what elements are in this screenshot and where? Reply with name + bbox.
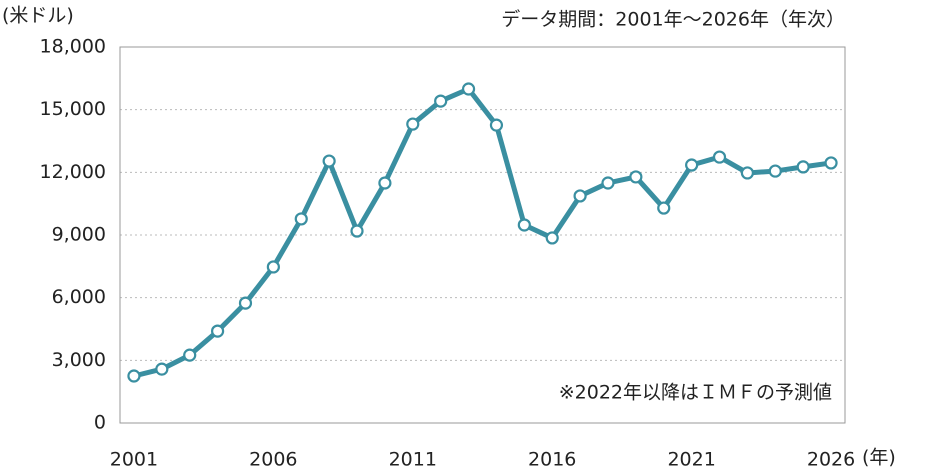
- y-tick-label: 9,000: [52, 224, 106, 246]
- y-tick-label: 12,000: [40, 161, 106, 183]
- point: [740, 166, 755, 180]
- x-tick-label: 2001: [110, 449, 158, 471]
- annotation: ※2022年以降はＩＭＦの予測値: [559, 382, 832, 404]
- x-tick-label: 2026: [807, 449, 855, 471]
- y-tick-label: 0: [94, 412, 106, 434]
- point: [378, 176, 392, 190]
- point: [155, 362, 169, 376]
- x-tick-label: 2016: [528, 449, 576, 471]
- x-tick-label: 2021: [667, 449, 715, 471]
- x-tick-label: 2006: [249, 449, 297, 471]
- point: [796, 160, 810, 174]
- point: [294, 212, 308, 226]
- subtitle: データ期間：2001年～2026年（年次）: [501, 9, 845, 31]
- point: [210, 324, 225, 338]
- x-tick-label: 2011: [389, 449, 437, 471]
- plot-frame: [119, 46, 846, 424]
- point: [712, 150, 727, 164]
- point: [629, 170, 643, 184]
- point: [545, 231, 559, 245]
- point: [657, 201, 671, 215]
- point: [685, 158, 699, 172]
- x-axis-label: (年): [862, 447, 896, 469]
- point: [434, 94, 448, 108]
- point: [461, 82, 476, 96]
- y-tick-label: 15,000: [40, 98, 106, 120]
- point: [238, 296, 253, 310]
- point: [406, 117, 420, 131]
- point: [127, 369, 141, 383]
- point: [183, 348, 197, 362]
- point: [489, 118, 504, 132]
- point: [601, 176, 615, 190]
- point: [350, 224, 364, 238]
- y-tick-label: 18,000: [40, 36, 106, 58]
- y-tick-label: 6,000: [52, 286, 106, 308]
- point: [768, 164, 782, 178]
- series-line: [133, 86, 832, 379]
- point: [322, 154, 336, 168]
- y-tick-label: 3,000: [52, 349, 106, 371]
- point: [517, 218, 531, 232]
- point: [573, 189, 587, 203]
- point: [266, 260, 280, 274]
- y-axis-label: (米ドル): [2, 5, 74, 27]
- point: [824, 156, 838, 170]
